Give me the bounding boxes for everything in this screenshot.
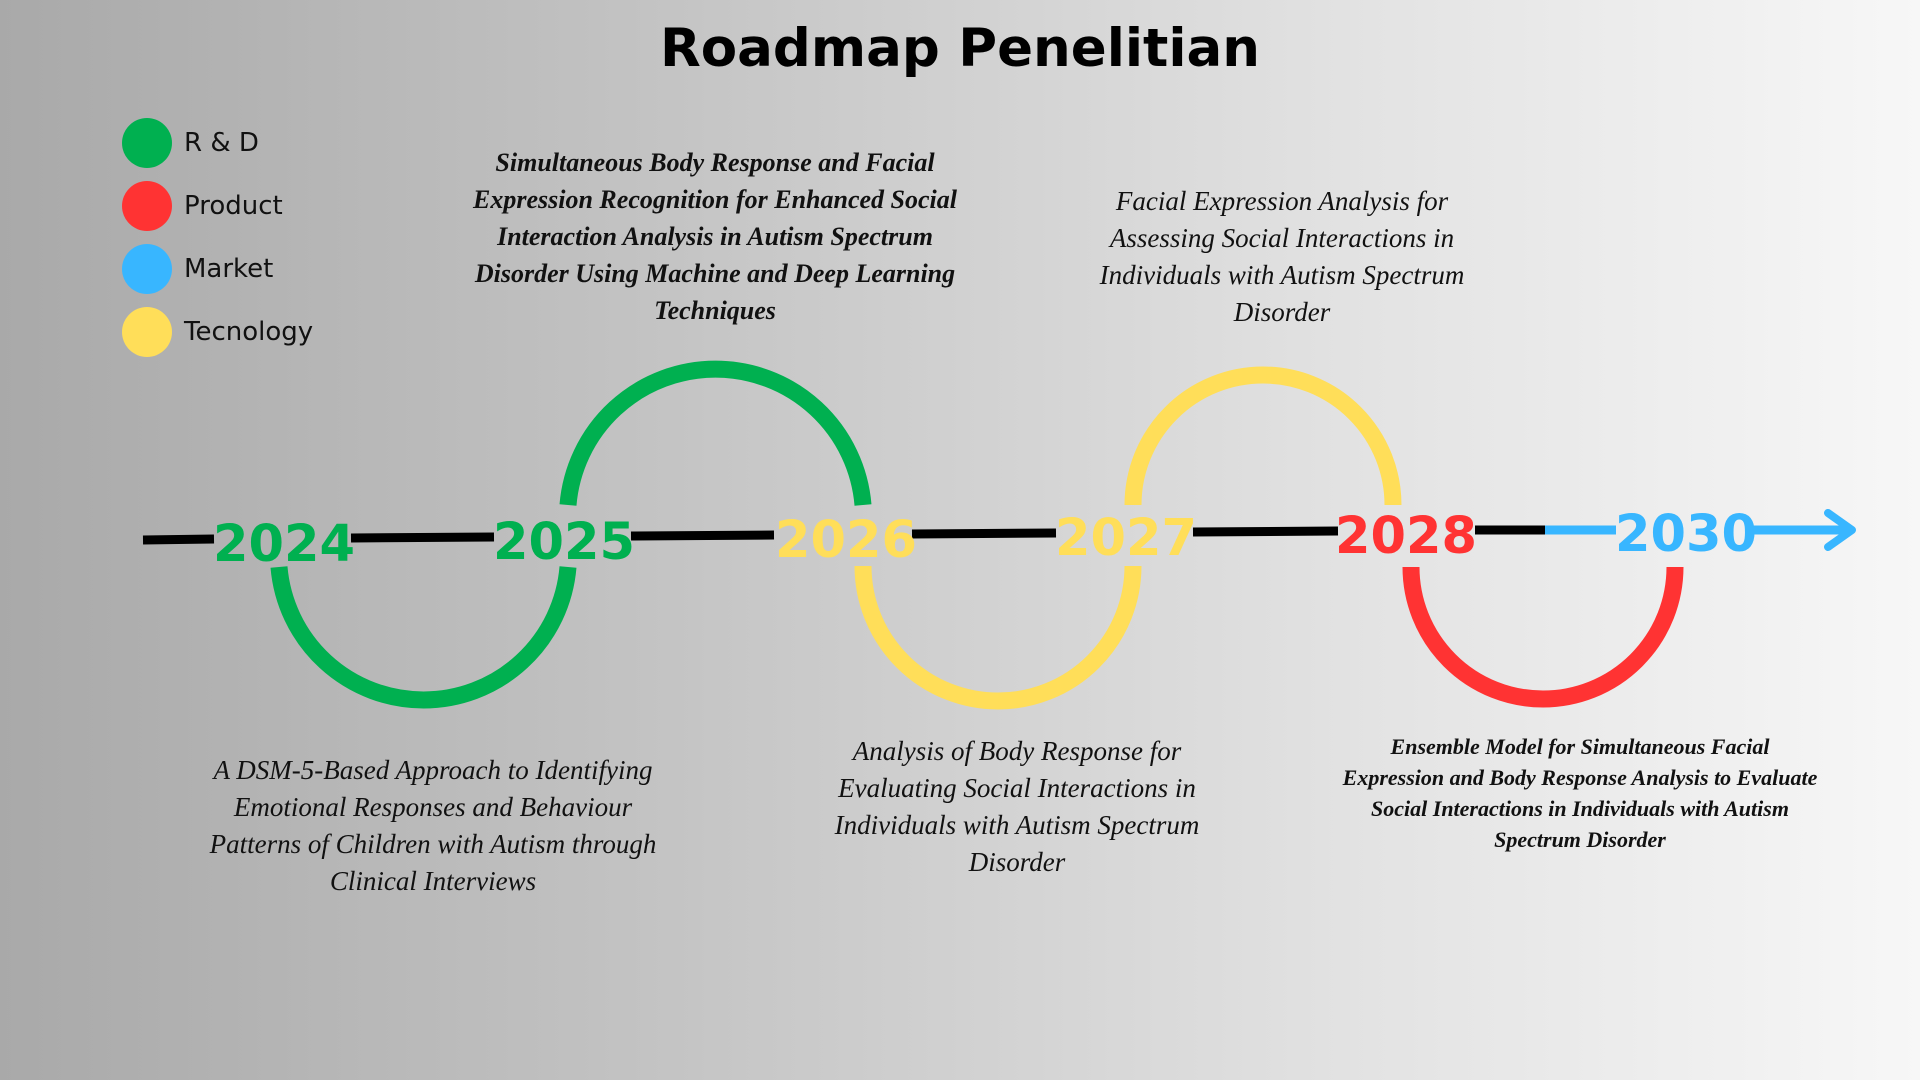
- timeline-segment: [1192, 526, 1339, 537]
- legend-item-market: Market: [122, 244, 273, 294]
- timeline-arcs: [270, 360, 1684, 710]
- timeline-segment: [350, 532, 495, 543]
- arc-2028-2030: [1402, 566, 1684, 708]
- arc-2027-2028: [1124, 366, 1402, 506]
- year-2030: 2030: [1615, 505, 1757, 564]
- legend-item-tecnology: Tecnology: [122, 307, 313, 357]
- year-2025: 2025: [493, 513, 635, 572]
- legend-item-rnd: R & D: [122, 118, 259, 168]
- legend-dot-market: [122, 244, 172, 294]
- page-title: Roadmap Penelitian: [659, 18, 1261, 79]
- legend-label-product: Product: [184, 191, 283, 221]
- arc-2025-2026: [559, 360, 872, 506]
- legend-label-tecnology: Tecnology: [184, 317, 314, 347]
- year-2026: 2026: [775, 511, 917, 570]
- legend-item-product: Product: [122, 181, 283, 231]
- description-2025: Simultaneous Body Response and Facial Ex…: [473, 148, 957, 325]
- description-2028: Ensemble Model for Simultaneous Facial E…: [1342, 734, 1818, 852]
- timeline-segment: [630, 530, 775, 541]
- legend-dot-tecnology: [122, 307, 172, 357]
- arrow-head-icon: [1824, 509, 1856, 551]
- description-2027: Facial Expression Analysis for Assessing…: [1099, 186, 1465, 327]
- description-2024: A DSM-5-Based Approach to Identifying Em…: [209, 755, 657, 896]
- timeline-segments: [142, 525, 1616, 545]
- timeline-segment: [911, 528, 1057, 539]
- timeline-years: 2024 2025 2026 2027 2028 2030: [213, 505, 1757, 574]
- description-2026: Analysis of Body Response for Evaluating…: [834, 736, 1200, 877]
- legend-label-market: Market: [184, 254, 274, 284]
- legend-dot-rnd: [122, 118, 172, 168]
- year-2027: 2027: [1055, 509, 1197, 568]
- timeline-segment: [142, 534, 215, 545]
- legend-label-rnd: R & D: [184, 128, 259, 158]
- legend-dot-product: [122, 181, 172, 231]
- year-2028: 2028: [1335, 507, 1477, 566]
- year-2024: 2024: [213, 515, 355, 574]
- arc-2026-2027: [854, 565, 1142, 710]
- timeline-arrow: [1752, 509, 1856, 551]
- arc-2024-2025: [270, 566, 577, 709]
